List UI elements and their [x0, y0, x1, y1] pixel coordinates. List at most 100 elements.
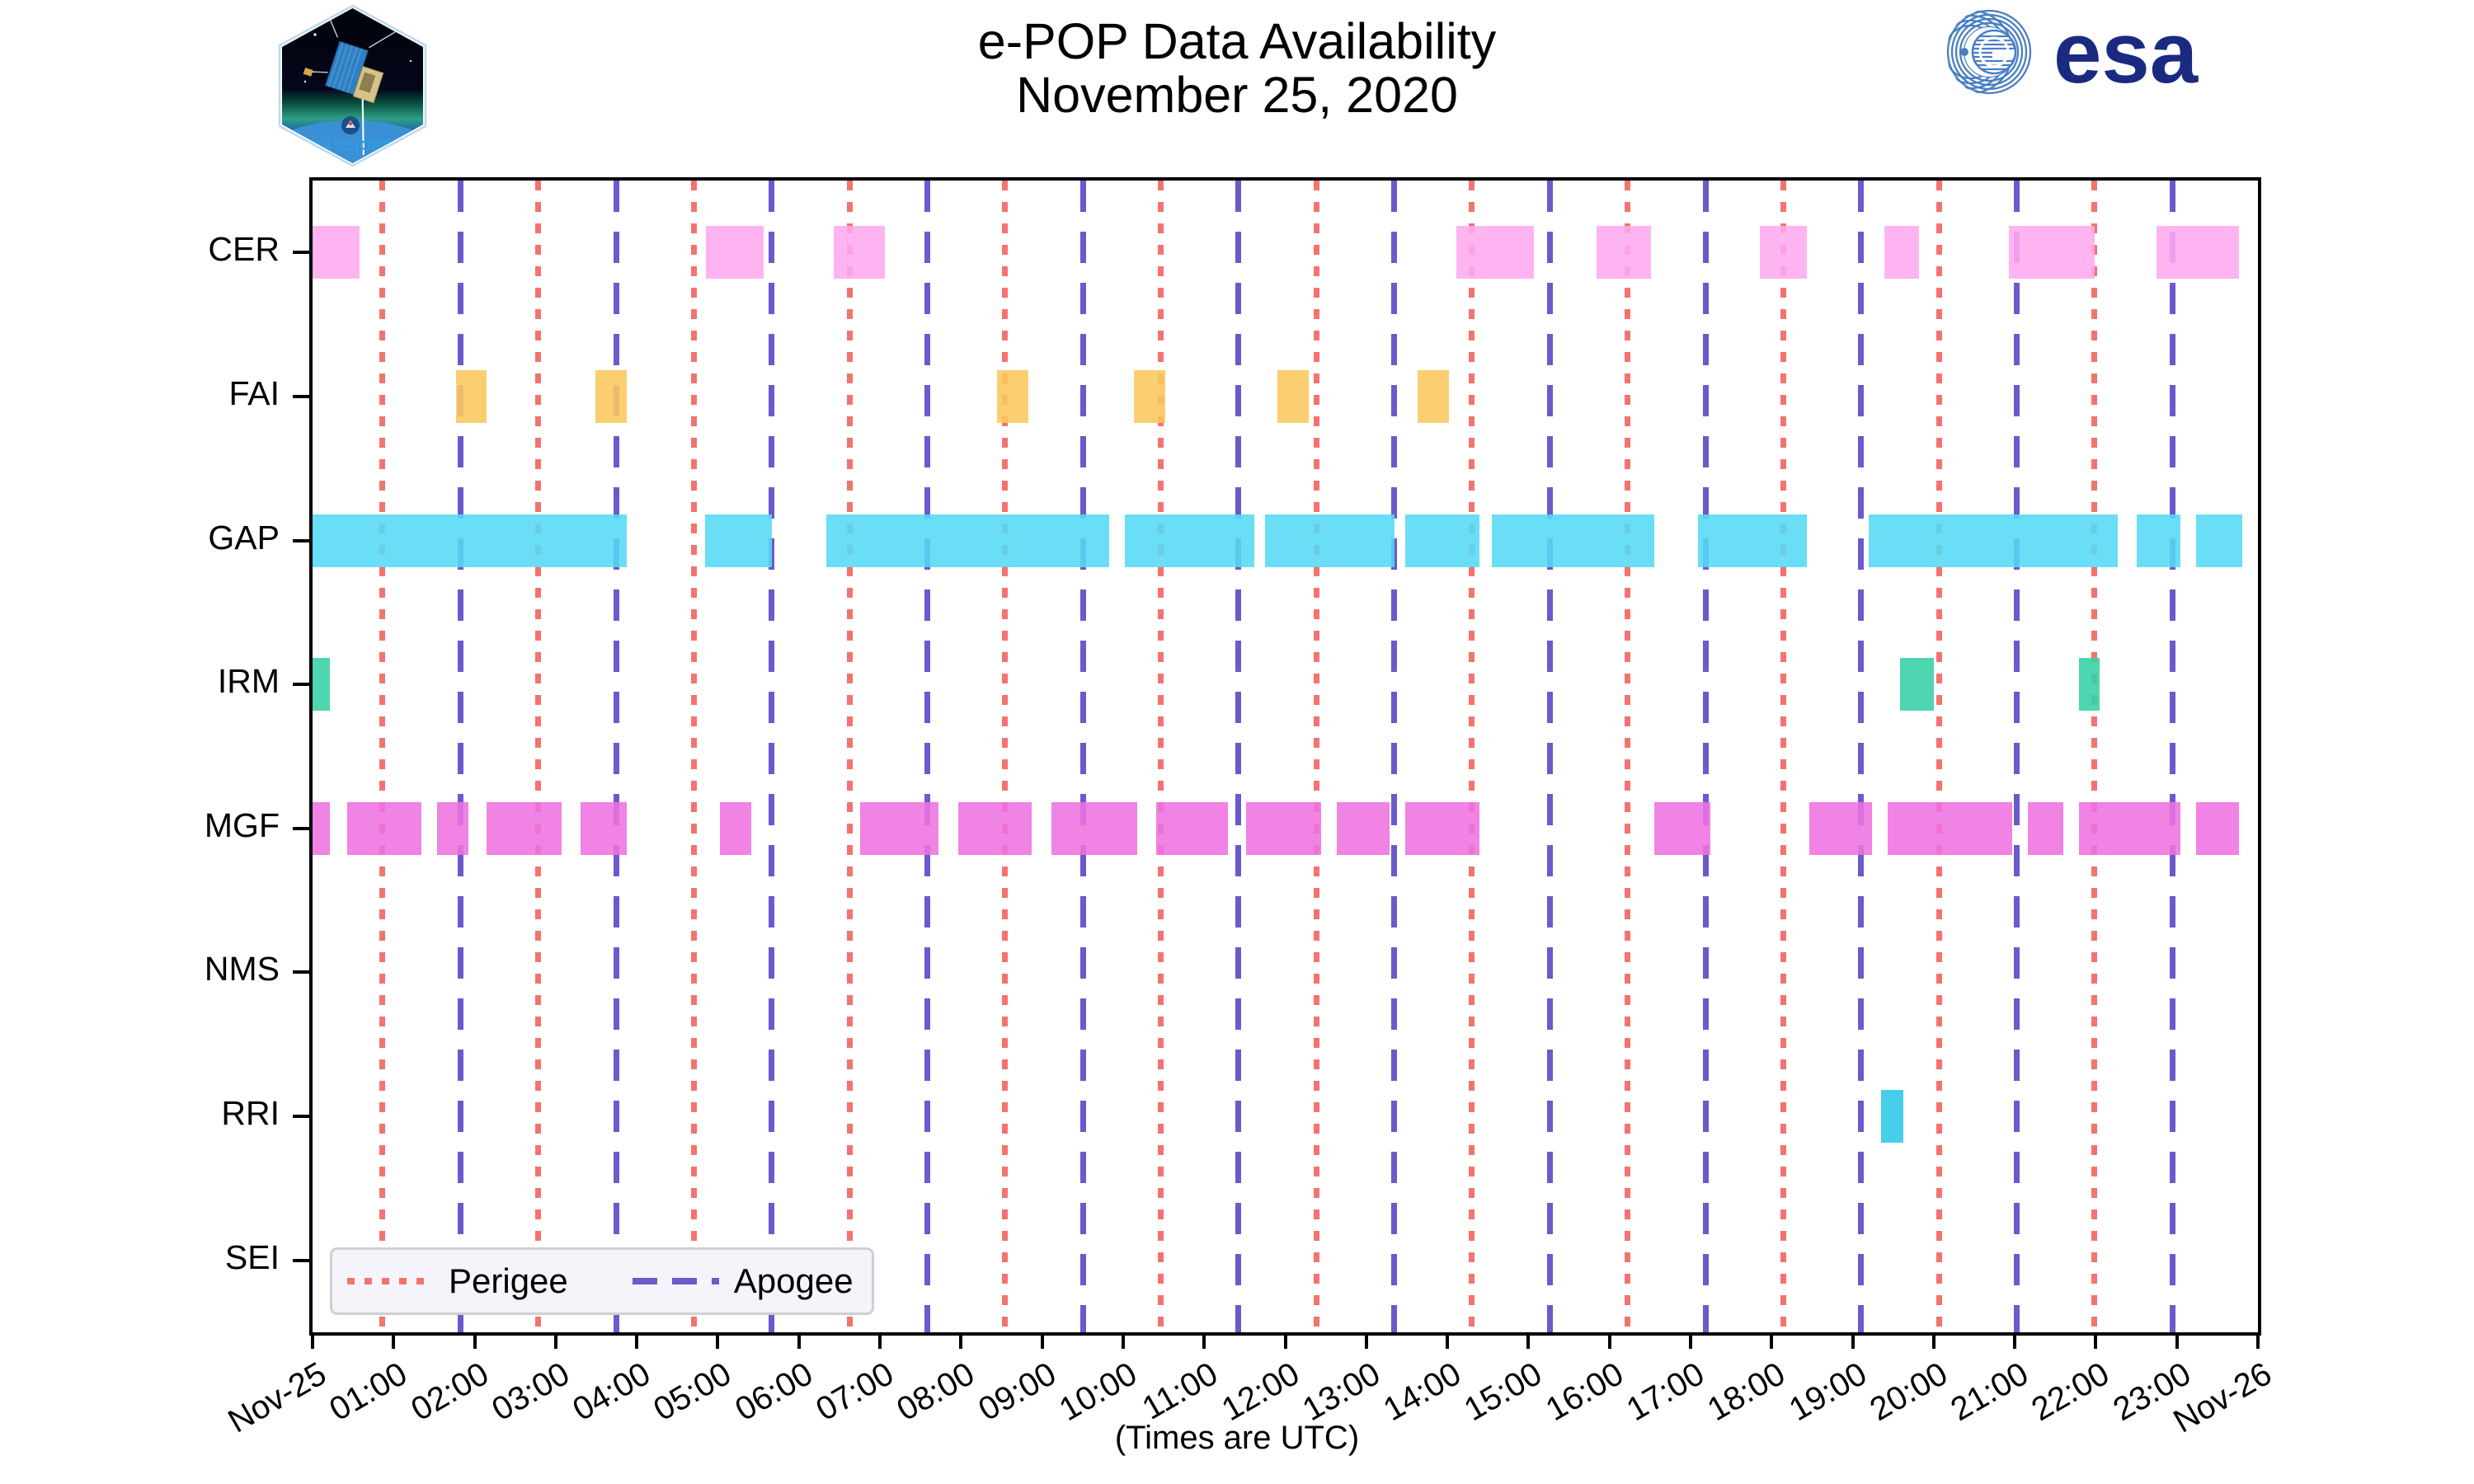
- data-bar-mgf: [1653, 801, 1710, 855]
- cassiope-logo: CASSIOPE: [272, 3, 433, 168]
- data-bar-gap: [1125, 514, 1254, 567]
- x-tick-mark: [2256, 1332, 2260, 1349]
- x-tick-mark: [311, 1332, 314, 1349]
- x-tick-mark: [553, 1332, 557, 1349]
- apogee-line: [613, 181, 619, 1332]
- perigee-line: [1625, 181, 1631, 1332]
- title-line-1: e-POP Data Availability: [977, 13, 1497, 69]
- data-bar-fai: [455, 369, 487, 423]
- plot-inner: [313, 181, 2258, 1332]
- x-tick-mark: [1770, 1332, 1774, 1349]
- y-tick-label-fai: FAI: [228, 373, 280, 412]
- data-bar-cer: [1760, 226, 1807, 279]
- y-tick-label-cer: CER: [208, 230, 280, 269]
- svg-text:CASSIOPE: CASSIOPE: [311, 138, 393, 153]
- y-tick-mark: [293, 394, 309, 398]
- data-bar-fai: [595, 369, 628, 423]
- data-bar-mgf: [2027, 801, 2064, 855]
- x-tick-mark: [635, 1332, 639, 1349]
- perigee-line: [535, 181, 542, 1332]
- apogee-line: [1391, 181, 1398, 1332]
- data-bar-mgf: [1246, 801, 1321, 855]
- x-tick-mark: [1283, 1332, 1287, 1349]
- x-tick-mark: [392, 1332, 396, 1349]
- data-bar-gap: [1264, 514, 1395, 567]
- x-tick-mark: [797, 1332, 801, 1349]
- x-tick-mark: [716, 1332, 720, 1349]
- data-bar-mgf: [720, 801, 752, 855]
- data-bar-cer: [313, 226, 360, 279]
- data-bar-irm: [1899, 658, 1935, 711]
- legend-label-perigee: Perigee: [449, 1261, 568, 1300]
- perigee-line: [379, 181, 386, 1332]
- data-bar-mgf: [436, 801, 468, 855]
- data-bar-mgf: [1887, 801, 2012, 855]
- perigee-line: [1935, 181, 1942, 1332]
- y-tick-label-gap: GAP: [208, 518, 280, 556]
- data-bar-rri: [1881, 1090, 1903, 1144]
- x-tick-mark: [1202, 1332, 1206, 1349]
- perigee-line: [1469, 181, 1475, 1332]
- apogee-line: [1546, 181, 1553, 1332]
- data-bar-cer: [706, 226, 764, 279]
- x-tick-mark: [1446, 1332, 1450, 1349]
- data-bar-mgf: [346, 801, 422, 855]
- data-bar-cer: [1456, 226, 1535, 279]
- apogee-line: [1702, 181, 1709, 1332]
- data-bar-gap: [1492, 514, 1654, 567]
- data-bar-mgf: [2195, 801, 2240, 855]
- y-tick-label-nms: NMS: [204, 950, 280, 989]
- data-bar-mgf: [1336, 801, 1390, 855]
- data-bar-irm: [313, 658, 330, 711]
- plot-area: [309, 177, 2261, 1336]
- y-tick-mark: [293, 538, 309, 542]
- data-bar-cer: [2009, 226, 2095, 279]
- data-bar-fai: [997, 369, 1029, 423]
- y-tick-label-sei: SEI: [224, 1237, 280, 1276]
- x-tick-mark: [2013, 1332, 2017, 1349]
- data-bar-gap: [1404, 514, 1480, 567]
- apogee-line: [457, 181, 463, 1332]
- data-bar-gap: [704, 514, 772, 567]
- data-bar-cer: [2157, 226, 2240, 279]
- data-bar-cer: [1884, 226, 1919, 279]
- apogee-line: [2013, 181, 2020, 1332]
- legend-entry-perigee: Perigee: [332, 1261, 568, 1301]
- data-bar-mgf: [487, 801, 562, 855]
- data-bar-gap: [313, 514, 628, 567]
- legend-entry-apogee: Apogee: [618, 1261, 854, 1301]
- data-bar-gap: [2195, 514, 2243, 567]
- y-tick-mark: [293, 1258, 309, 1262]
- data-bar-mgf: [860, 801, 938, 855]
- x-tick-mark: [473, 1332, 477, 1349]
- y-tick-mark: [293, 251, 309, 255]
- y-tick-mark: [293, 683, 309, 687]
- data-bar-cer: [1596, 226, 1651, 279]
- data-bar-fai: [1417, 369, 1449, 423]
- apogee-line: [1858, 181, 1865, 1332]
- x-tick-mark: [1364, 1332, 1368, 1349]
- x-axis-title: (Times are UTC): [1114, 1420, 1360, 1456]
- perigee-line: [846, 181, 853, 1332]
- data-bar-mgf: [2078, 801, 2180, 855]
- data-bar-irm: [2078, 658, 2100, 711]
- data-bar-mgf: [580, 801, 628, 855]
- x-tick-mark: [1851, 1332, 1855, 1349]
- perigee-line: [1002, 181, 1009, 1332]
- legend-label-apogee: Apogee: [733, 1261, 854, 1300]
- data-bar-fai: [1134, 369, 1166, 423]
- esa-logo: esa: [1938, 5, 2309, 101]
- page-title: e-POP Data Availability November 25, 202…: [660, 15, 1814, 121]
- data-bar-mgf: [1155, 801, 1228, 855]
- data-bar-gap: [2136, 514, 2180, 567]
- x-tick-mark: [959, 1332, 963, 1349]
- data-bar-mgf: [1404, 801, 1480, 855]
- data-bar-gap: [1869, 514, 2119, 567]
- x-tick-mark: [1688, 1332, 1692, 1349]
- apogee-line: [924, 181, 930, 1332]
- title-line-2: November 25, 2020: [1016, 66, 1458, 123]
- perigee-line-swatch: [347, 1278, 434, 1284]
- data-bar-mgf: [313, 801, 330, 855]
- x-tick-mark: [2094, 1332, 2098, 1349]
- y-tick-mark: [293, 1115, 309, 1119]
